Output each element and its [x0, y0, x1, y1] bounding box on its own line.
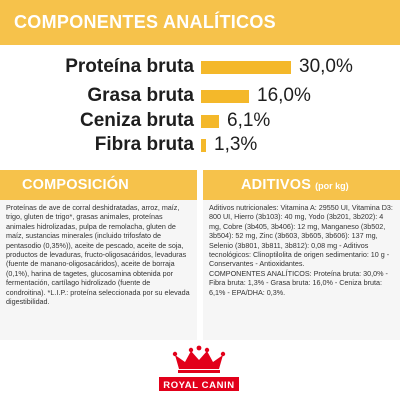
- nutrient-bar: [201, 90, 249, 103]
- banner-title: COMPONENTES ANALÍTICOS: [14, 12, 276, 32]
- composition-title: COMPOSICIÓN: [22, 177, 129, 193]
- additives-header: ADITIVOS (por kg): [203, 170, 400, 200]
- additives-title: ADITIVOS: [241, 177, 312, 193]
- nutrient-value: 6,1%: [227, 110, 271, 131]
- nutrient-label: Fibra bruta: [94, 134, 194, 155]
- additives-subtitle: (por kg): [315, 181, 349, 191]
- section-banner: COMPONENTES ANALÍTICOS: [0, 0, 400, 45]
- nutrient-label: Ceniza bruta: [79, 110, 194, 131]
- composition-header: COMPOSICIÓN: [0, 170, 197, 200]
- nutrient-value: 16,0%: [257, 85, 311, 106]
- nutrient-row-ash: Ceniza bruta 6,1%: [0, 109, 400, 133]
- nutrient-label: Grasa bruta: [87, 85, 194, 106]
- additives-panel: Aditivos nutricionales: Vitamina A: 2955…: [203, 200, 400, 340]
- crown-icon: ROYAL CANIN: [159, 345, 239, 391]
- composition-panel: Proteínas de ave de corral deshidratadas…: [0, 200, 197, 340]
- nutrient-row-fat: Grasa bruta 16,0%: [0, 84, 400, 108]
- nutrient-row-fiber: Fibra bruta 1,3%: [0, 133, 400, 157]
- composition-text: Proteínas de ave de corral deshidratadas…: [6, 203, 192, 307]
- nutrient-bar: [201, 115, 219, 128]
- nutrient-bar: [201, 139, 206, 152]
- nutrient-bar: [201, 61, 291, 74]
- additives-text: Aditivos nutricionales: Vitamina A: 2955…: [209, 203, 393, 297]
- nutrient-value: 1,3%: [214, 134, 258, 155]
- nutrient-label: Proteína bruta: [65, 56, 194, 77]
- svg-text:ROYAL CANIN: ROYAL CANIN: [163, 380, 235, 391]
- royal-canin-logo: ROYAL CANIN: [155, 343, 243, 399]
- nutrient-value: 30,0%: [299, 56, 353, 77]
- nutrient-row-protein: Proteína bruta 30,0%: [0, 55, 400, 79]
